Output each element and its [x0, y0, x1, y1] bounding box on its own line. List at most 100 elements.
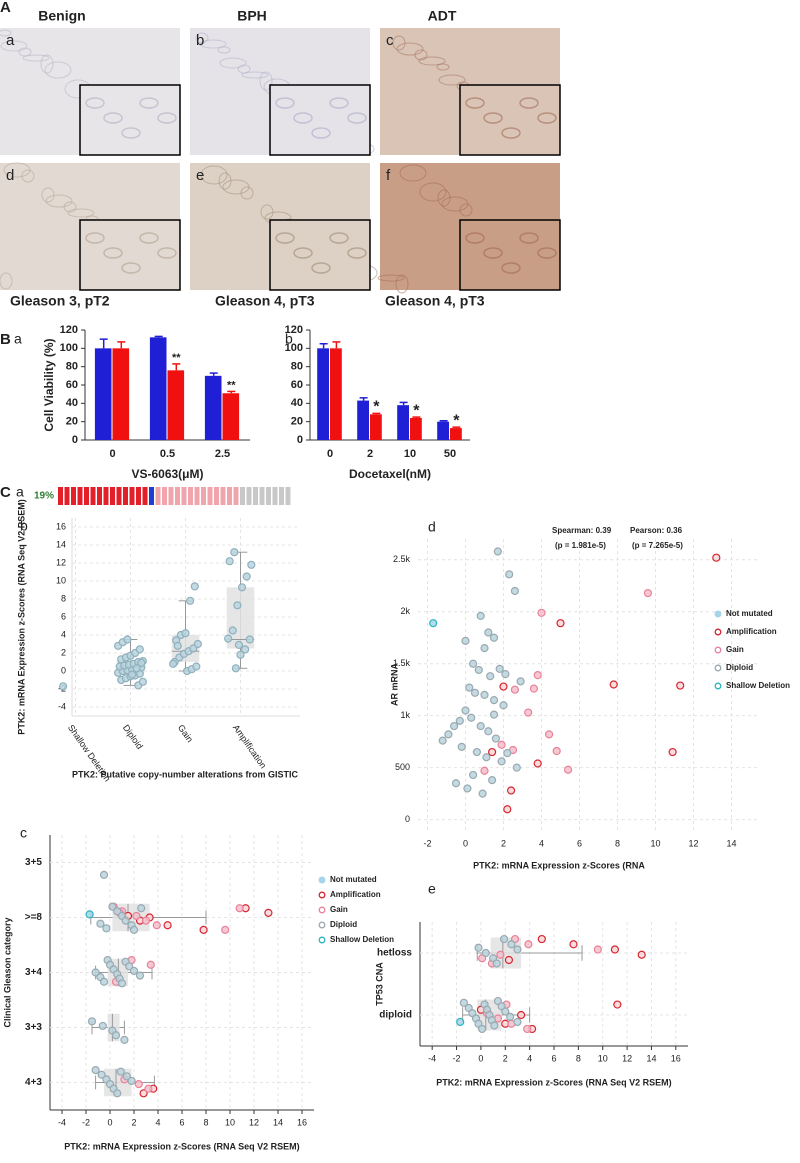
data-point: [120, 1035, 129, 1044]
tissue-texture: [395, 274, 409, 294]
x-axis-label: Docetaxel(nM): [349, 467, 431, 481]
data-point: [510, 586, 520, 596]
x-tick-label: Amplification: [231, 723, 268, 771]
x-tick-label: 10: [404, 448, 416, 460]
data-point: [237, 583, 247, 592]
y-tick-label: >=8: [25, 912, 43, 923]
data-point: [99, 870, 109, 879]
data-point: [501, 670, 510, 679]
panel-label: a: [14, 331, 22, 347]
data-point: [137, 904, 146, 913]
data-point: [234, 640, 244, 650]
y-tick-label: 4+3: [25, 1077, 42, 1088]
sample-bar: [90, 487, 96, 505]
legend-marker: [318, 906, 326, 914]
data-point: [137, 658, 146, 668]
y-tick-label: 0: [72, 434, 78, 446]
x-tick-label: 16: [297, 1117, 307, 1127]
data-point: [121, 916, 130, 925]
data-point: [457, 742, 466, 751]
x-tick-label: 6: [577, 838, 582, 848]
data-point: [108, 902, 117, 911]
data-point: [122, 1072, 131, 1081]
legend-marker: [714, 664, 722, 672]
inset: [79, 219, 181, 291]
data-point: [497, 757, 506, 766]
sample-bar: [168, 487, 174, 505]
y-tick-label: 20: [66, 416, 78, 428]
legend-label: Shallow Deletion: [726, 681, 790, 690]
inset-texture: [483, 112, 503, 124]
x-tick-label: 6: [551, 1053, 556, 1063]
data-point: [199, 925, 208, 934]
data-point: [461, 706, 470, 715]
data-point: [129, 925, 139, 934]
x-axis-label: PTK2: Putative copy-number alterations f…: [72, 769, 299, 779]
data-point: [492, 959, 501, 968]
y-tick-label: 0: [297, 434, 303, 446]
data-point: [478, 1024, 487, 1034]
data-point: [593, 945, 602, 954]
data-point: [225, 557, 234, 566]
significance: *: [453, 412, 460, 429]
data-point: [668, 747, 677, 757]
tissue-texture: [40, 54, 54, 74]
data-point: [193, 639, 202, 649]
data-point: [129, 966, 139, 976]
data-point: [489, 633, 499, 642]
data-point: [482, 753, 491, 762]
data-point: [138, 677, 147, 686]
sample-bar: [64, 487, 70, 505]
y-tick-label: 0: [61, 665, 66, 675]
x-tick-label: 2: [131, 1117, 136, 1127]
sample-bar: [110, 487, 115, 505]
legend-marker: [714, 628, 722, 636]
y-tick-label: 60: [291, 379, 303, 391]
bar: [204, 375, 222, 440]
panel-label: d: [428, 519, 436, 535]
data-point: [524, 708, 533, 717]
significance: *: [413, 402, 420, 419]
sample-bar: [272, 487, 278, 505]
data-point: [533, 759, 542, 768]
legend-label: Not mutated: [330, 875, 377, 884]
x-axis-label: PTK2: mRNA Expression z-Scores (RNA Seq …: [64, 1141, 299, 1151]
x-tick-label: 8: [576, 1053, 581, 1063]
data-point: [503, 748, 512, 758]
bar: [437, 421, 449, 440]
bar: [410, 418, 422, 440]
data-point: [242, 572, 251, 581]
data-point: [123, 635, 132, 644]
tissue-texture: [396, 42, 424, 56]
bar: [167, 370, 185, 440]
data-point: [463, 784, 472, 793]
data-point: [533, 671, 542, 680]
y-tick-label: diploid: [379, 1010, 412, 1021]
data-point: [141, 916, 151, 925]
data-point: [544, 730, 554, 739]
data-point: [480, 766, 489, 775]
x-tick-label: 12: [249, 1117, 259, 1127]
inset-texture: [157, 247, 177, 259]
tissue-texture: [0, 272, 13, 290]
x-tick-label: 0: [478, 1053, 483, 1063]
y-tick-label: 3+4: [25, 967, 42, 978]
tissue-texture: [44, 61, 72, 79]
data-point: [132, 911, 141, 921]
y-tick-label: 120: [285, 324, 303, 336]
panel-label: d: [6, 167, 14, 184]
y-tick-label: 10: [56, 575, 66, 585]
bar: [370, 414, 382, 440]
y-tick-label: 120: [60, 324, 78, 336]
inset-texture: [519, 232, 539, 244]
inset: [459, 219, 561, 291]
inset-texture: [537, 112, 557, 124]
data-point: [456, 1017, 465, 1027]
tissue-texture: [67, 208, 95, 218]
data-point: [513, 945, 522, 954]
x-tick-label: 2: [503, 1053, 508, 1063]
data-point: [552, 746, 561, 756]
tissue-texture: [0, 29, 12, 37]
inset: [269, 219, 371, 291]
inset-texture: [483, 247, 503, 259]
